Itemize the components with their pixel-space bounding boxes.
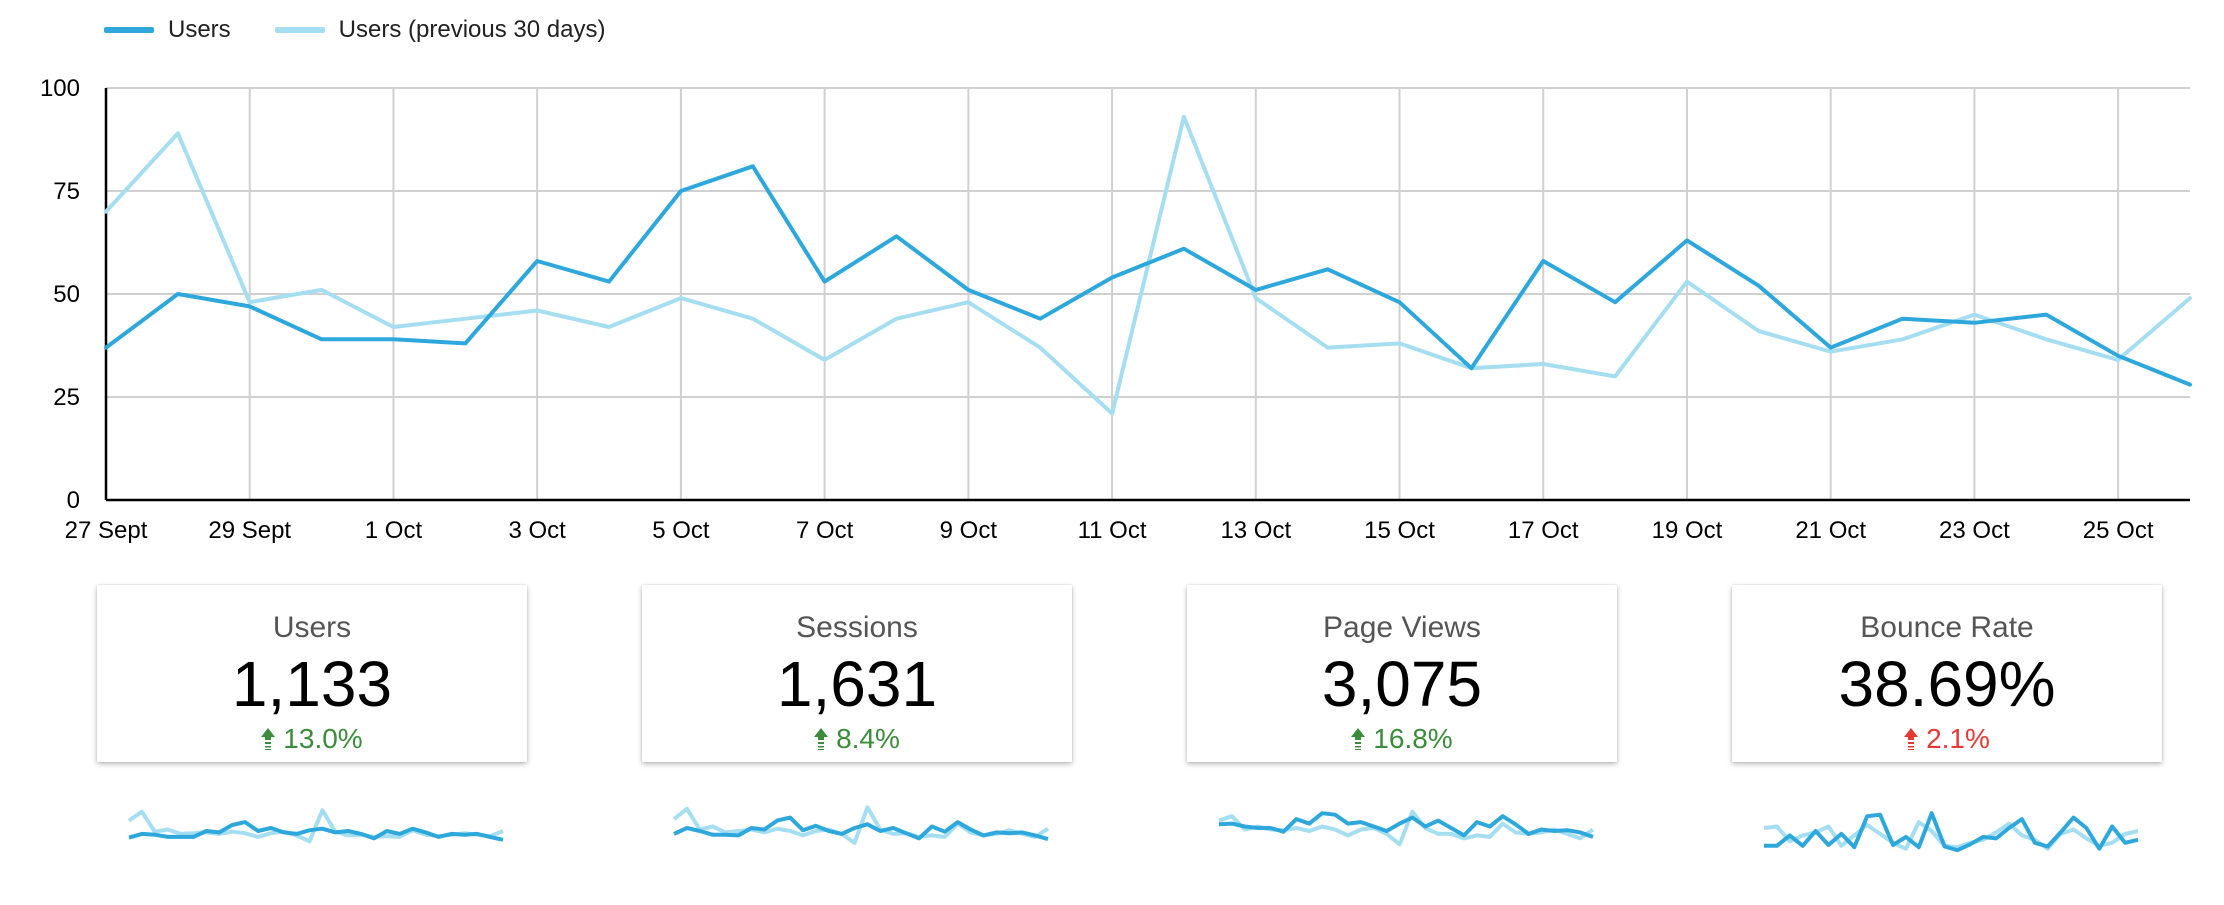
legend-swatch-users-previous xyxy=(274,27,325,33)
y-tick-label: 25 xyxy=(53,384,80,411)
sparkline-current xyxy=(128,820,504,842)
chart-legend: Users Users (previous 30 days) xyxy=(104,12,605,48)
x-tick-label: 13 Oct xyxy=(1220,517,1291,544)
kpi-change: 2.1% xyxy=(1732,723,2162,755)
grid xyxy=(106,87,2190,500)
x-tick-label: 9 Oct xyxy=(940,517,998,544)
sparkline-current xyxy=(673,815,1049,842)
kpi-value: 38.69% xyxy=(1838,648,2056,720)
arrow-up-icon xyxy=(261,728,276,750)
series-line-users xyxy=(104,164,2192,387)
kpi-change-value: 8.4% xyxy=(836,723,900,754)
kpi-value: 1,631 xyxy=(776,648,938,720)
x-tick-label: 21 Oct xyxy=(1795,517,1866,544)
x-tick-label: 27 Sept xyxy=(65,517,148,544)
kpi-change-value: 2.1% xyxy=(1926,723,1990,754)
y-tick-label: 100 xyxy=(40,75,80,102)
kpi-card-bounce-rate[interactable]: Bounce Rate 38.69% 2.1% xyxy=(1732,585,2162,762)
legend-item-users[interactable]: Users xyxy=(104,16,231,44)
kpi-card-page-views[interactable]: Page Views 3,075 16.8% xyxy=(1187,585,1617,762)
kpi-bounce-rate: Bounce Rate 38.69% 2.1% xyxy=(1732,585,2162,905)
sparkline-current xyxy=(1764,811,2139,853)
sparkline-current xyxy=(1218,811,1594,839)
y-tick-label: 75 xyxy=(53,178,80,205)
kpi-title: Bounce Rate xyxy=(1860,611,2034,644)
kpi-page-views: Page Views 3,075 16.8% xyxy=(1187,585,1617,905)
legend-label-users-previous: Users (previous 30 days) xyxy=(338,16,606,43)
kpi-change-value: 13.0% xyxy=(283,723,363,754)
kpi-sparkline-users xyxy=(127,808,504,844)
kpi-sparkline-page-views xyxy=(1218,809,1595,847)
kpi-sparkline-bounce-rate xyxy=(1763,811,2139,853)
arrow-up-icon xyxy=(1904,728,1919,750)
kpi-value: 3,075 xyxy=(1321,648,1483,720)
kpi-title: Sessions xyxy=(796,611,918,644)
kpi-change: 13.0% xyxy=(97,723,527,755)
kpi-card-sessions[interactable]: Sessions 1,631 8.4% xyxy=(642,585,1072,762)
x-tick-label: 1 Oct xyxy=(365,517,423,544)
y-tick-label: 0 xyxy=(67,487,80,514)
users-line-chart: 0 25 50 75 100 27 Sept 29 Sept 1 Oct 3 Oct 5 Oct 7… xyxy=(40,75,2192,544)
x-tick-label: 15 Oct xyxy=(1364,517,1435,544)
kpi-sparkline-sessions xyxy=(672,805,1050,845)
legend-label-users: Users xyxy=(168,16,231,43)
kpi-card-users[interactable]: Users 1,133 13.0% xyxy=(97,585,527,762)
x-tick-label: 19 Oct xyxy=(1652,517,1723,544)
legend-item-users-previous[interactable]: Users (previous 30 days) xyxy=(274,16,606,44)
x-tick-label: 3 Oct xyxy=(508,517,566,544)
kpi-change: 8.4% xyxy=(642,723,1072,755)
kpi-users: Users 1,133 13.0% xyxy=(97,585,527,905)
x-tick-label: 25 Oct xyxy=(2083,517,2154,544)
x-tick-label: 11 Oct xyxy=(1078,517,1147,544)
arrow-up-icon xyxy=(1351,728,1366,750)
x-tick-label: 5 Oct xyxy=(652,517,710,544)
x-tick-label: 7 Oct xyxy=(796,517,854,544)
arrow-up-icon xyxy=(814,728,829,750)
legend-swatch-users xyxy=(104,27,154,33)
x-tick-label: 23 Oct xyxy=(1939,517,2010,544)
kpi-sessions: Sessions 1,631 8.4% xyxy=(642,585,1072,905)
x-tick-label: 29 Sept xyxy=(208,517,291,544)
kpi-value: 1,133 xyxy=(231,648,393,720)
x-tick-label: 17 Oct xyxy=(1508,517,1579,544)
kpi-title: Users xyxy=(272,611,352,644)
kpi-change: 16.8% xyxy=(1187,723,1617,755)
kpi-title: Page Views xyxy=(1323,611,1481,644)
y-tick-label: 50 xyxy=(53,281,80,308)
kpi-change-value: 16.8% xyxy=(1373,723,1453,754)
